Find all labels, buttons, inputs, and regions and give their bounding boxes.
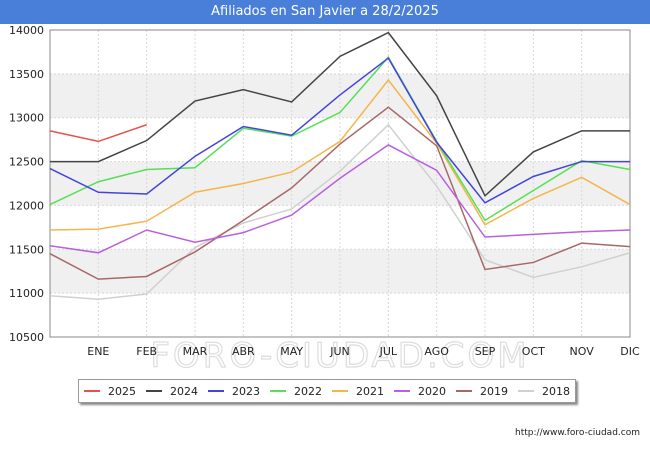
credit-link[interactable]: http://www.foro-ciudad.com [515, 428, 640, 438]
series-line-2024 [50, 31, 630, 198]
y-tick-label: 11000 [9, 287, 44, 300]
x-tick-label: ABR [232, 345, 255, 358]
legend-item-2020: 2020 [394, 385, 446, 398]
series-lines [49, 31, 631, 301]
x-tick-label: SEP [475, 345, 496, 358]
x-tick-label: MAR [183, 345, 208, 358]
y-tick-label: 13500 [9, 68, 44, 81]
x-tick-label: DIC [620, 345, 640, 358]
x-tick-label: NOV [570, 345, 595, 358]
y-tick-label: 10500 [9, 331, 44, 344]
legend-swatch [518, 390, 534, 392]
legend-item-2023: 2023 [208, 385, 260, 398]
axes [49, 29, 631, 338]
legend-swatch [270, 390, 286, 392]
x-tick-label: FEB [136, 345, 157, 358]
x-tick-label: OCT [522, 345, 545, 358]
y-tick-label: 12000 [9, 199, 44, 212]
legend-item-2021: 2021 [332, 385, 384, 398]
y-tick-label: 14000 [9, 24, 44, 37]
legend-item-2025: 2025 [84, 385, 136, 398]
series-line-2020 [49, 144, 631, 254]
legend-label: 2021 [356, 384, 384, 398]
plot-frame [49, 29, 631, 338]
x-tick-label: MAY [280, 345, 303, 358]
legend-swatch [146, 390, 162, 392]
legend-label: 2025 [108, 384, 136, 398]
legend-item-2018: 2018 [518, 385, 570, 398]
y-tick-label: 12500 [9, 156, 44, 169]
legend-swatch [394, 390, 410, 392]
legend-label: 2022 [294, 384, 322, 398]
series-line-2019 [49, 106, 631, 280]
legend-swatch [456, 390, 472, 392]
legend-label: 2020 [418, 384, 446, 398]
legend-swatch [332, 390, 348, 392]
chart-title: Afiliados en San Javier a 28/2/2025 [0, 0, 650, 24]
x-tick-label: JUL [379, 345, 398, 358]
legend-label: 2024 [170, 384, 198, 398]
legend-label: 2018 [542, 384, 570, 398]
legend-item-2024: 2024 [146, 385, 198, 398]
legend-swatch [208, 390, 224, 392]
y-tick-label: 13000 [9, 112, 44, 125]
x-tick-label: AGO [424, 345, 449, 358]
legend: 2025 2024 2023 2022 2021 2020 2019 2018 [78, 379, 576, 403]
series-line-2025 [49, 124, 147, 143]
series-line-2022 [49, 55, 631, 222]
legend-swatch [84, 390, 100, 392]
y-tick-label: 11500 [9, 243, 44, 256]
watermark-text: FORO-CIUDAD.COM [150, 336, 529, 376]
legend-item-2019: 2019 [456, 385, 508, 398]
legend-label: 2019 [480, 384, 508, 398]
legend-item-2022: 2022 [270, 385, 322, 398]
series-line-2018 [49, 123, 631, 301]
legend-label: 2023 [232, 384, 260, 398]
series-line-2021 [49, 78, 631, 231]
x-tick-labels: ENE FEB MAR ABR MAY JUN JUL AGO SEP OCT NOV DIC [87, 345, 640, 358]
x-tick-label: ENE [87, 345, 109, 358]
series-line-2023 [49, 56, 630, 204]
x-tick-label: JUN [329, 345, 350, 358]
y-tick-labels: 10500 11000 11500 12000 12500 13000 13500 14000 [9, 24, 44, 344]
